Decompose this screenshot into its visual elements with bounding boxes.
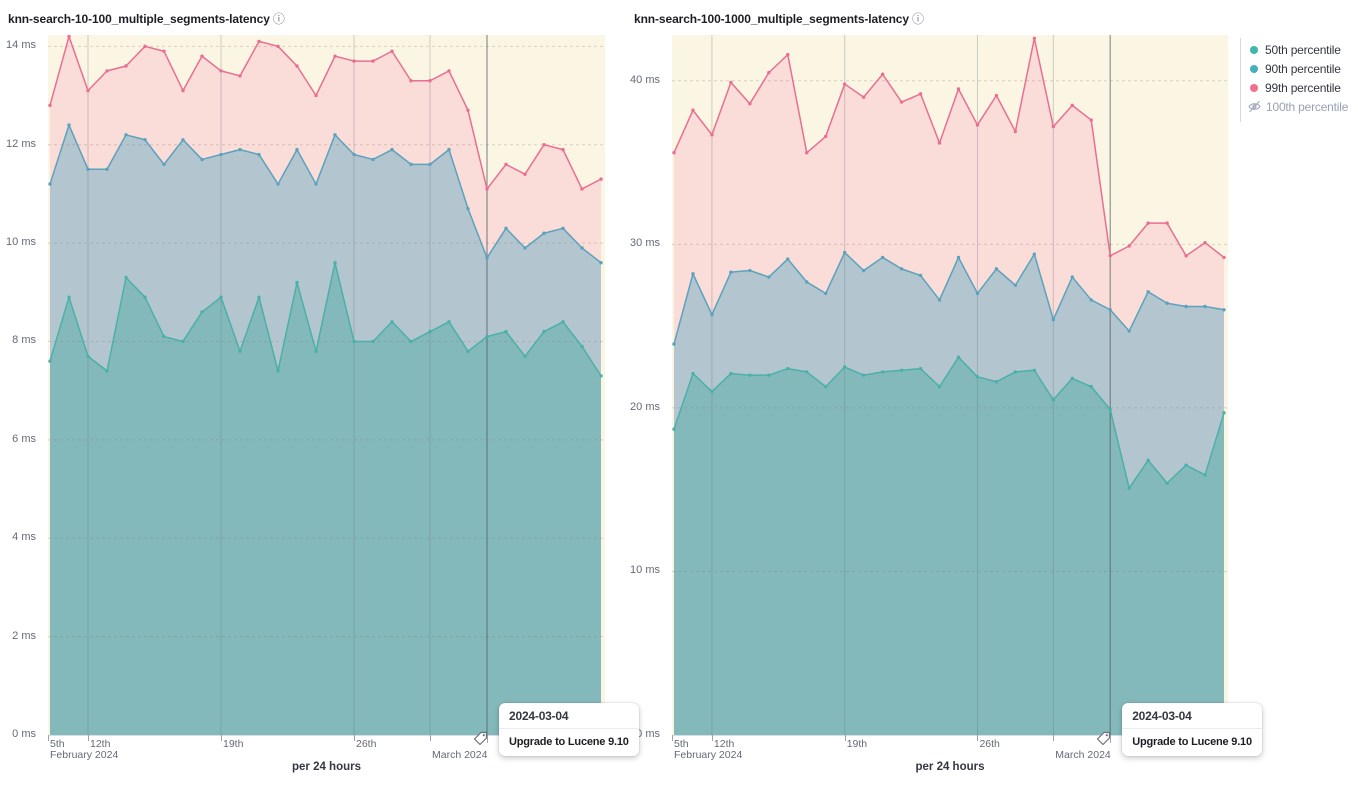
y-axis-label: 8 ms: [12, 334, 36, 347]
y-axis-label: 30 ms: [630, 237, 660, 250]
info-icon[interactable]: ⓘ: [911, 12, 924, 26]
y-axis: 0 ms 10 ms 20 ms 30 ms 40 ms: [630, 0, 666, 789]
y-axis-label: 6 ms: [12, 432, 36, 445]
chart-panel-right: knn-search-100-1000_multiple_segments-la…: [630, 0, 1262, 789]
y-axis-label: 40 ms: [630, 73, 660, 86]
legend-label: 50th percentile: [1265, 42, 1341, 57]
legend-item-50th-percentile[interactable]: 50th percentile: [1250, 40, 1358, 59]
series-color-dot: [1250, 64, 1258, 73]
info-icon[interactable]: ⓘ: [272, 12, 285, 26]
x-axis-line: [672, 735, 1228, 736]
plot-canvas[interactable]: [48, 35, 605, 735]
x-axis-title: per 24 hours: [915, 761, 985, 773]
x-axis-tick: [672, 735, 673, 741]
x-axis-label: 12th: [90, 738, 111, 750]
annotation-tooltip-date: 2024-03-04: [1122, 703, 1262, 729]
plot-canvas[interactable]: [672, 35, 1228, 735]
chart-title: knn-search-100-1000_multiple_segments-la…: [634, 10, 924, 27]
annotation-tooltip-date: 2024-03-04: [499, 703, 639, 729]
annotation-tag-icon[interactable]: [473, 731, 488, 746]
x-axis-title: per 24 hours: [291, 761, 362, 773]
annotation-tooltip-label: Upgrade to Lucene 9.10: [509, 736, 629, 748]
annotation-line-extension: [486, 735, 488, 743]
x-axis-label: 19th: [223, 738, 244, 750]
y-axis-label: 12 ms: [6, 137, 36, 150]
x-axis-label: 5th: [674, 738, 689, 750]
y-axis-label: 10 ms: [6, 236, 36, 249]
legend-label: 100th percentile: [1266, 99, 1349, 114]
x-axis-label: February 2024: [674, 749, 743, 761]
chart-title-text: knn-search-100-1000_multiple_segments-la…: [634, 12, 909, 26]
x-axis-label: February 2024: [50, 749, 119, 761]
x-axis-label: 12th: [713, 738, 735, 750]
legend-item-99th-percentile[interactable]: 99th percentile: [1250, 78, 1358, 97]
y-axis-label: 14 ms: [6, 39, 36, 52]
x-axis-tick: [88, 735, 89, 741]
y-axis: 0 ms 2 ms 4 ms 6 ms 8 ms 10 ms 12 ms 14 ms: [0, 0, 42, 789]
legend-label: 99th percentile: [1265, 80, 1341, 95]
legend-item-100th-percentile[interactable]: 100th percentile: [1248, 97, 1358, 116]
x-axis-tick: [221, 735, 222, 741]
x-axis-tick: [1053, 735, 1055, 741]
x-axis-tick: [711, 735, 713, 741]
eye-closed-icon: [1248, 100, 1261, 113]
plot-area[interactable]: [672, 35, 1228, 735]
series-color-dot: [1250, 45, 1258, 54]
x-axis-tick: [354, 735, 355, 741]
annotation-tooltip: 2024-03-04 Upgrade to Lucene 9.10: [499, 703, 639, 756]
x-axis-label: March 2024: [432, 749, 488, 761]
chart-title-text: knn-search-10-100_multiple_segments-late…: [8, 12, 270, 26]
x-axis-label: 19th: [846, 738, 868, 750]
x-axis-label: 26th: [979, 738, 1000, 750]
plot-area[interactable]: [48, 35, 605, 735]
x-axis-label: March 2024: [1055, 749, 1111, 761]
y-axis-label: 20 ms: [630, 400, 660, 413]
x-axis-tick: [844, 735, 846, 741]
x-axis-label: 26th: [356, 738, 377, 750]
x-axis-line: [48, 735, 605, 736]
x-axis-tick: [48, 735, 49, 741]
x-axis-tick: [430, 735, 431, 741]
annotation-tooltip-label: Upgrade to Lucene 9.10: [1132, 736, 1252, 748]
chart-panel-left: knn-search-10-100_multiple_segments-late…: [0, 0, 639, 789]
x-axis-tick: [977, 735, 979, 741]
legend-item-90th-percentile[interactable]: 90th percentile: [1250, 59, 1358, 78]
x-axis-label: 5th: [50, 738, 65, 750]
y-axis-label: 0 ms: [636, 728, 660, 740]
annotation-tooltip: 2024-03-04 Upgrade to Lucene 9.10: [1122, 703, 1262, 756]
legend: 50th percentile 90th percentile 99th per…: [1240, 38, 1358, 122]
y-axis-label: 4 ms: [12, 531, 36, 544]
y-axis-label: 10 ms: [630, 564, 660, 577]
legend-label: 90th percentile: [1265, 61, 1341, 76]
annotation-tag-icon[interactable]: [1096, 731, 1111, 746]
chart-title: knn-search-10-100_multiple_segments-late…: [8, 10, 285, 27]
y-axis-label: 2 ms: [12, 629, 36, 642]
y-axis-label: 0 ms: [12, 728, 36, 740]
annotation-line-extension: [1109, 735, 1111, 743]
series-color-dot: [1250, 83, 1258, 92]
